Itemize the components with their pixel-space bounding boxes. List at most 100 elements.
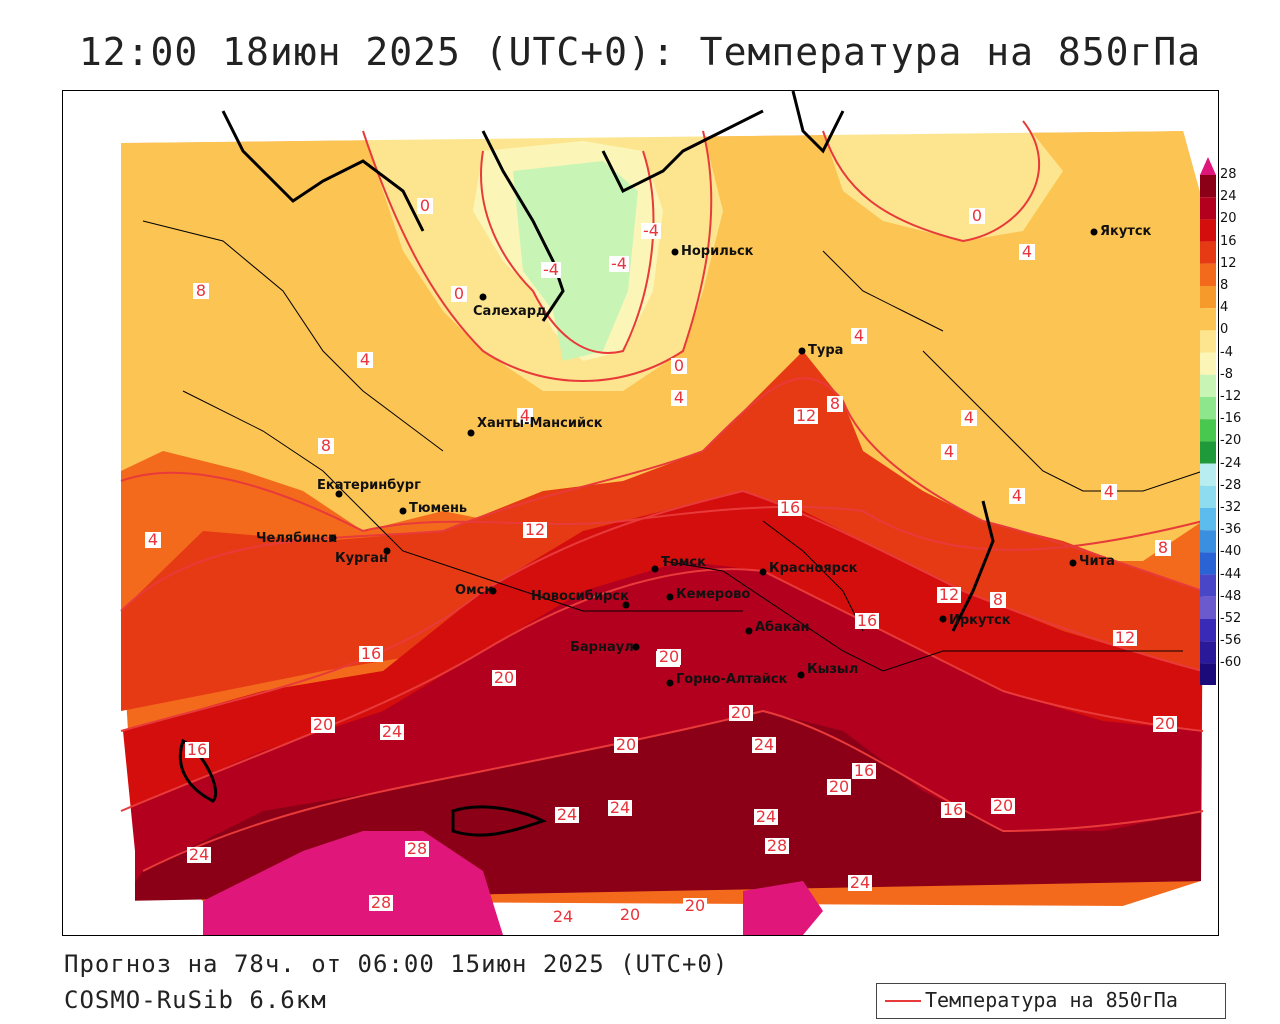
city-label: Кызыл xyxy=(807,662,858,677)
city-label: Кемерово xyxy=(676,587,750,602)
city-markers: Норильск Якутск Салехард Тура Ханты-Манс… xyxy=(256,224,1152,687)
city-barnaul: Барнаул xyxy=(570,640,640,655)
isotherm-label: 24 xyxy=(557,805,577,824)
colorbar-tick-label: -56 xyxy=(1220,633,1242,649)
colorbar-max-arrow xyxy=(1200,157,1216,175)
colorbar-swatch xyxy=(1200,619,1216,642)
city-label: Челябинск xyxy=(256,531,337,546)
city-label: Чита xyxy=(1079,554,1115,569)
isotherm-label: 12 xyxy=(1115,628,1135,647)
isotherm-label: 20 xyxy=(620,905,640,924)
isotherm-lines xyxy=(120,120,1204,872)
city-norilsk: Норильск xyxy=(671,244,754,259)
colorbar-tick-label: 24 xyxy=(1220,189,1237,205)
isotherm-label: 20 xyxy=(993,796,1013,815)
city-label: Якутск xyxy=(1100,224,1152,239)
colorbar-swatch xyxy=(1200,263,1216,286)
city-label: Омск xyxy=(455,583,493,598)
city-khanty-mansiysk: Ханты-Мансийск xyxy=(467,416,603,437)
colorbar-swatch xyxy=(1200,286,1216,309)
colorbar-tick-label: -44 xyxy=(1220,566,1242,582)
city-kyzyl: Кызыл xyxy=(797,662,858,679)
city-label: Тура xyxy=(808,343,843,358)
colorbar-swatch xyxy=(1200,308,1216,331)
colorbar-tick-label: 28 xyxy=(1220,167,1237,182)
isotherm-label: 4 xyxy=(148,530,158,549)
isotherm-label: 20 xyxy=(313,715,333,734)
field-0-4-east xyxy=(823,121,1063,241)
domain-mask-nw xyxy=(63,91,1218,143)
model-info: COSMO-RuSib 6.6км xyxy=(64,986,327,1014)
isotherm-label-group: 0 0 4 -4 -4 -4 0 8 4 4 0 4 4 8 12 8 4 4 … xyxy=(145,196,1177,926)
city-chelyabinsk: Челябинск xyxy=(256,531,337,546)
isotherm-label: 4 xyxy=(944,442,954,461)
field-minus-4 xyxy=(513,161,638,361)
isotherm-label: 16 xyxy=(857,611,877,630)
city-tura: Тура xyxy=(798,343,843,358)
isotherm-label: 8 xyxy=(321,436,331,455)
colorbar-swatch xyxy=(1200,241,1216,264)
colorbar-tick-label: -16 xyxy=(1220,411,1242,427)
colorbar-swatch xyxy=(1200,641,1216,664)
colorbar-tick-label: 20 xyxy=(1220,211,1237,227)
isotherm-label: 24 xyxy=(189,845,209,864)
legend-label: Температура на 850гПа xyxy=(925,988,1178,1012)
isotherm-label: 0 xyxy=(972,206,982,225)
city-chita: Чита xyxy=(1069,554,1115,569)
isotherm-label: 4 xyxy=(964,408,974,427)
city-yekaterinburg: Екатеринбург xyxy=(317,478,421,498)
colorbar-swatch xyxy=(1200,419,1216,442)
isotherm-label: 16 xyxy=(854,761,874,780)
isotherm-label: 16 xyxy=(361,644,381,663)
colorbar-swatch xyxy=(1200,463,1216,486)
colorbar-swatch xyxy=(1200,574,1216,597)
forecast-info: Прогноз на 78ч. от 06:00 15июн 2025 (UTC… xyxy=(64,950,729,978)
colorbar-tick-label: -12 xyxy=(1220,389,1242,404)
city-krasnoyarsk: Красноярск xyxy=(759,561,858,576)
city-label: Екатеринбург xyxy=(317,478,421,493)
colorbar-tick-label: -28 xyxy=(1220,477,1242,493)
city-label: Курган xyxy=(335,551,388,566)
city-kurgan: Курган xyxy=(335,547,391,566)
temperature-map: 0 0 4 -4 -4 -4 0 8 4 4 0 4 4 8 12 8 4 4 … xyxy=(63,91,1218,935)
map-title: 12:00 18июн 2025 (UTC+0): Температура на… xyxy=(78,30,1202,74)
isotherm-label: 8 xyxy=(196,281,206,300)
isotherm-label: 16 xyxy=(943,800,963,819)
colorbar-swatch xyxy=(1200,330,1216,353)
isotherm-label: 4 xyxy=(520,406,530,425)
colorbar-tick-label: -24 xyxy=(1220,455,1242,471)
colorbar-swatch xyxy=(1200,197,1216,220)
isotherm-label: 16 xyxy=(780,498,800,517)
colorbar-swatch xyxy=(1200,485,1216,508)
isotherm-label: 28 xyxy=(371,893,391,912)
isotherm-label: 12 xyxy=(796,406,816,425)
colorbar-swatch xyxy=(1200,530,1216,553)
field-above-28b xyxy=(743,881,823,935)
isotherm-label: 0 xyxy=(674,356,684,375)
colorbar-swatch xyxy=(1200,508,1216,531)
colorbar-tick-label: 4 xyxy=(1220,300,1229,316)
isotherm-label: 24 xyxy=(756,807,776,826)
isotherm-label: 20 xyxy=(616,735,636,754)
isotherm-label: 0 xyxy=(420,196,430,215)
colorbar-tick-label: -36 xyxy=(1220,522,1242,538)
isotherm-label: 20 xyxy=(731,703,751,722)
colorbar-swatch xyxy=(1200,596,1216,619)
isotherm-label: 24 xyxy=(610,798,630,817)
colorbar-tick-label: -8 xyxy=(1220,366,1233,382)
isotherm-label: 20 xyxy=(1155,714,1175,733)
city-label: Красноярск xyxy=(769,561,858,576)
isotherm-label: 24 xyxy=(553,907,573,926)
city-label: Норильск xyxy=(681,244,754,259)
city-omsk: Омск xyxy=(455,583,497,598)
city-novosibirsk: Новосибирск xyxy=(531,589,630,609)
city-yakutsk: Якутск xyxy=(1090,224,1152,239)
isotherm-label: 28 xyxy=(767,836,787,855)
colorbar-tick-label: 12 xyxy=(1220,255,1237,271)
colorbar-tick-label: -40 xyxy=(1220,544,1242,560)
isotherm-label: 16 xyxy=(187,740,207,759)
colorbar-swatch xyxy=(1200,441,1216,464)
colorbar-swatch xyxy=(1200,175,1216,198)
isotherm-label: 20 xyxy=(494,668,514,687)
city-label: Салехард xyxy=(473,304,547,319)
